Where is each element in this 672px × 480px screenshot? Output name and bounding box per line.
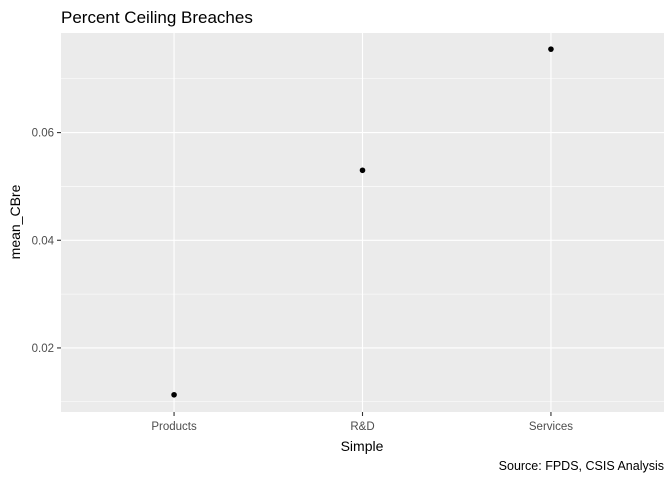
data-point — [359, 167, 366, 174]
data-point — [548, 46, 554, 52]
x-axis-title: Simple — [341, 438, 384, 454]
major-gridlines — [61, 33, 664, 412]
x-tick-label: R&D — [350, 421, 374, 433]
axis-ticks: 0.02 0.04 0.06 Products R&D Services — [32, 128, 574, 433]
y-axis-title: mean_CBre — [7, 184, 23, 259]
y-tick-label: 0.06 — [32, 128, 54, 140]
data-point — [171, 391, 177, 398]
y-tick-label: 0.04 — [32, 235, 55, 247]
caption: Source: FPDS, CSIS Analysis — [499, 459, 664, 473]
chart-title: Percent Ceiling Breaches — [61, 8, 253, 27]
x-tick-label: Services — [529, 421, 573, 433]
y-tick-label: 0.02 — [32, 343, 54, 355]
x-tick-label: Products — [151, 421, 197, 433]
data-points — [171, 46, 554, 398]
